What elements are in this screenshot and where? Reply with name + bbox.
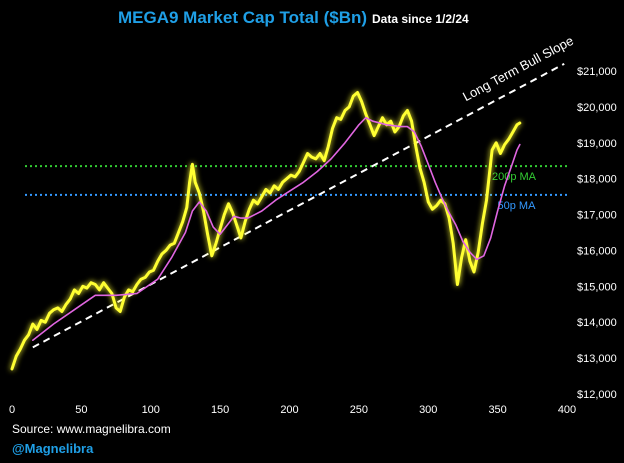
handle-label: @Magnelibra bbox=[12, 441, 94, 456]
source-label: Source: www.magnelibra.com bbox=[12, 422, 171, 436]
y-axis-ticks: $12,000 $13,000 $14,000 $15,000 $16,000 $17,0… bbox=[577, 66, 617, 401]
reference-line-label-1: 50p MA bbox=[498, 200, 537, 212]
reference-line-label-0: 200p MA bbox=[492, 171, 537, 183]
y-tick-label: $14,000 bbox=[577, 317, 617, 329]
trend-line bbox=[32, 62, 565, 349]
x-tick-label: 300 bbox=[419, 404, 437, 416]
y-tick-label: $18,000 bbox=[577, 174, 617, 186]
series-line-moving-average bbox=[31, 116, 521, 341]
trend-line-label: Long Term Bull Slope bbox=[460, 33, 576, 104]
series-group bbox=[10, 91, 522, 371]
x-tick-label: 250 bbox=[350, 404, 368, 416]
y-tick-label: $20,000 bbox=[577, 102, 617, 114]
y-tick-label: $13,000 bbox=[577, 353, 617, 365]
chart-title: MEGA9 Market Cap Total ($Bn) bbox=[118, 8, 368, 27]
reference-lines: 200p MA 50p MA bbox=[25, 165, 567, 212]
x-tick-label: 150 bbox=[211, 404, 229, 416]
x-tick-label: 200 bbox=[280, 404, 298, 416]
y-tick-label: $19,000 bbox=[577, 138, 617, 150]
x-tick-label: 0 bbox=[9, 404, 15, 416]
y-tick-label: $21,000 bbox=[577, 66, 617, 78]
chart-subtitle: Data since 1/2/24 bbox=[372, 12, 469, 26]
x-tick-label: 350 bbox=[488, 404, 506, 416]
x-tick-label: 50 bbox=[75, 404, 87, 416]
y-tick-label: $12,000 bbox=[577, 389, 617, 401]
x-tick-label: 100 bbox=[142, 404, 160, 416]
y-tick-label: $15,000 bbox=[577, 281, 617, 293]
y-tick-label: $16,000 bbox=[577, 245, 617, 257]
series-line-price bbox=[10, 91, 522, 371]
x-axis-ticks: 0 50 100 150 200 250 300 350 400 bbox=[9, 404, 576, 416]
y-tick-label: $17,000 bbox=[577, 210, 617, 222]
x-tick-label: 400 bbox=[558, 404, 576, 416]
